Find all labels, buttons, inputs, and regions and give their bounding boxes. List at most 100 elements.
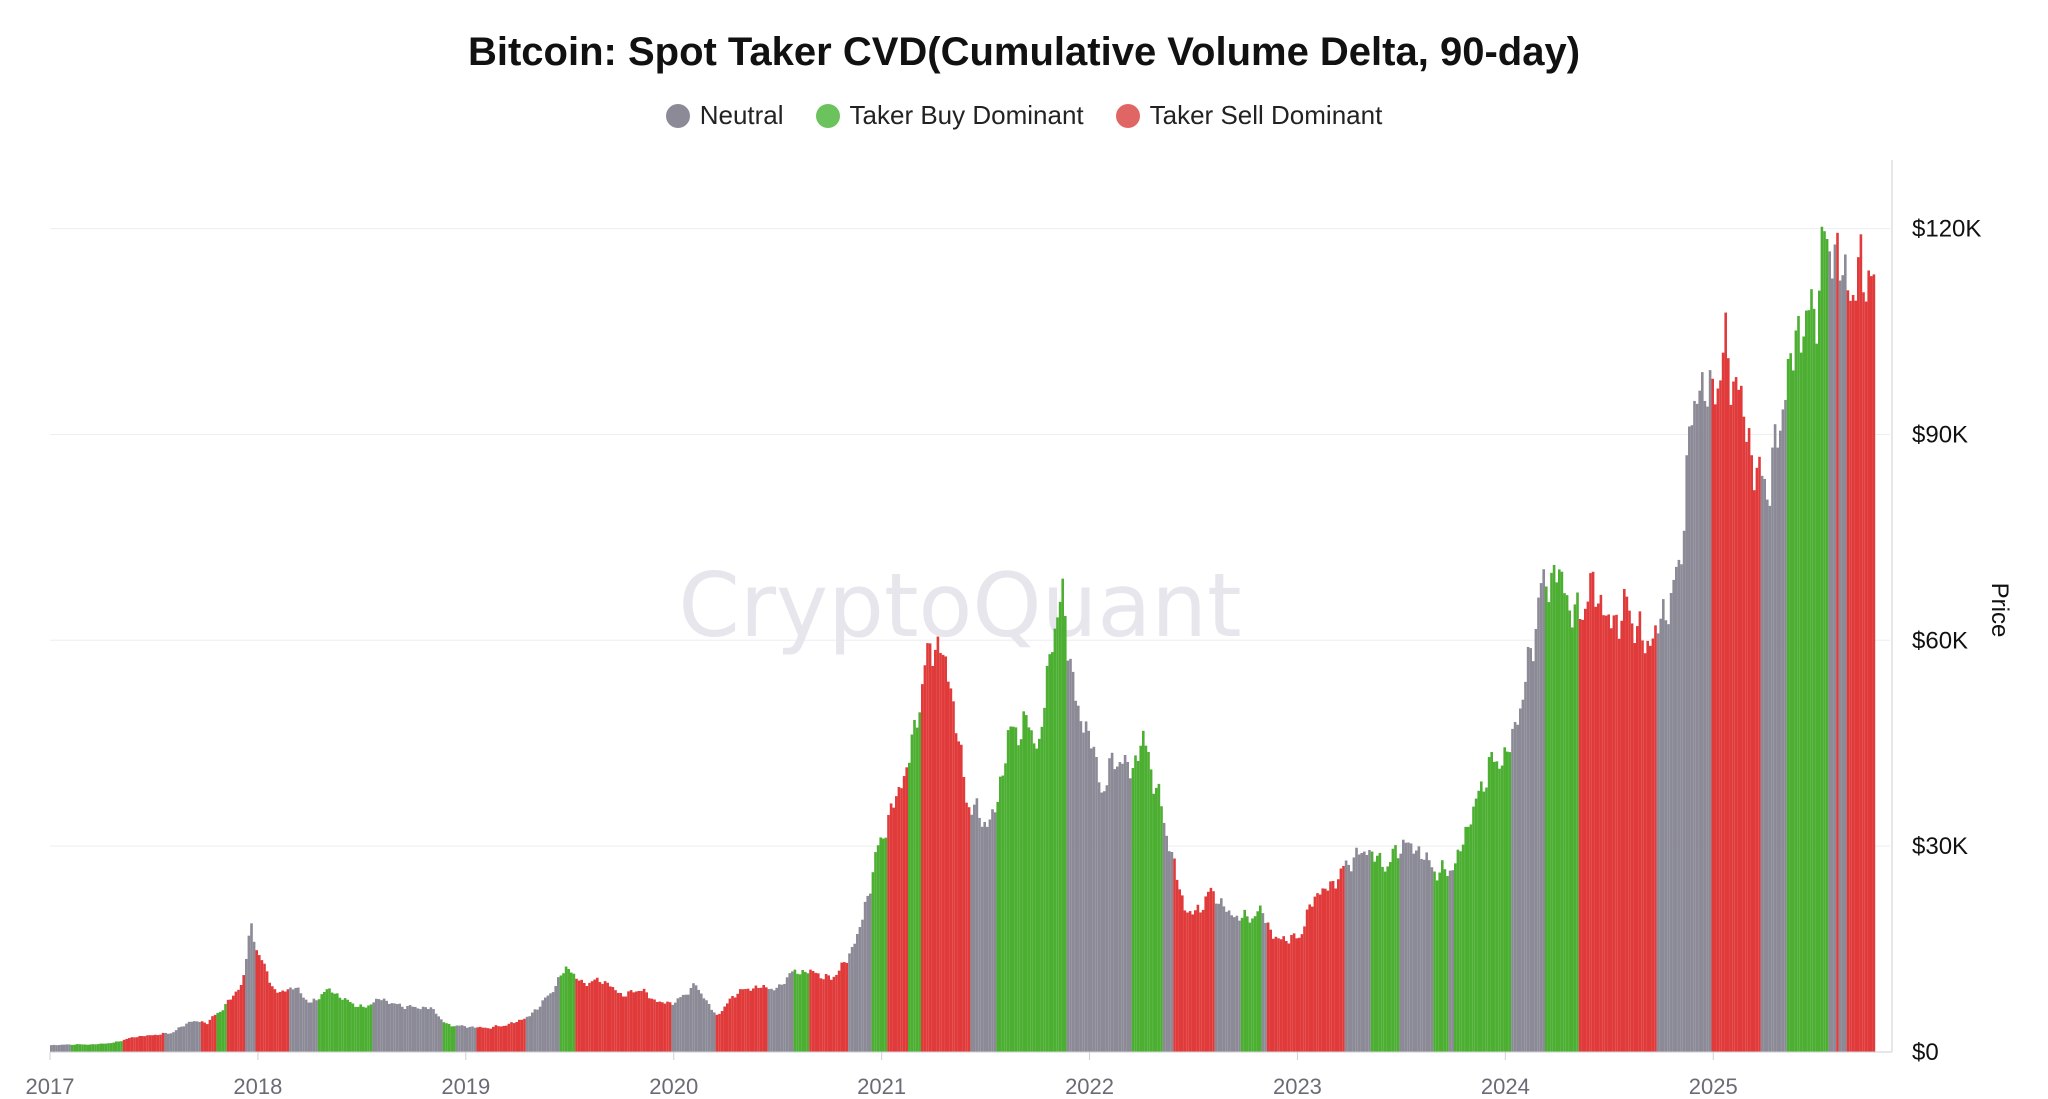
price-bar [1768, 505, 1772, 1052]
price-bar [138, 1036, 141, 1052]
price-bar [962, 777, 966, 1052]
x-tick-label: 2023 [1273, 1074, 1322, 1099]
price-bar [1152, 793, 1155, 1052]
x-tick-label: 2017 [26, 1074, 75, 1099]
price-bar [580, 979, 583, 1052]
price-bar [1597, 603, 1600, 1052]
price-bar [1799, 352, 1803, 1052]
price-bar [923, 665, 927, 1052]
price-bar [780, 984, 784, 1052]
price-bar [619, 993, 622, 1052]
price-bar [1823, 231, 1826, 1052]
price-bar [871, 872, 875, 1052]
price-bar [304, 999, 308, 1052]
price-bar [1045, 665, 1049, 1052]
price-bar [1269, 929, 1272, 1052]
price-bar [1565, 595, 1569, 1052]
price-bar [226, 999, 230, 1052]
price-bar [1662, 599, 1665, 1052]
price-bar [1599, 594, 1603, 1052]
price-bar [122, 1039, 126, 1052]
price-bar [380, 1000, 383, 1052]
price-bar [208, 1019, 212, 1052]
price-bar [1555, 582, 1558, 1052]
price-bar [1836, 232, 1839, 1052]
price-bar [291, 989, 295, 1052]
price-bar [1032, 743, 1036, 1052]
price-bar [78, 1044, 82, 1052]
price-bar [65, 1044, 69, 1052]
price-bar [174, 1030, 178, 1052]
price-bar [835, 974, 838, 1052]
price-bar [1243, 909, 1246, 1052]
axes [50, 160, 1893, 1053]
price-bar [783, 983, 786, 1052]
legend-item-taker-sell[interactable]: Taker Sell Dominant [1115, 100, 1382, 131]
price-bar [889, 803, 893, 1052]
price-bar [1277, 938, 1280, 1052]
price-bar [1581, 619, 1584, 1052]
price-bar [245, 958, 248, 1052]
price-bar [609, 986, 612, 1052]
price-bar [1526, 646, 1530, 1052]
price-bar [520, 1019, 524, 1052]
price-bar [897, 787, 901, 1052]
price-bar [1183, 910, 1187, 1052]
price-bar [1196, 904, 1200, 1052]
price-bar [850, 947, 854, 1052]
price-bar [718, 1013, 721, 1052]
price-bar [349, 1002, 352, 1052]
legend-item-taker-buy[interactable]: Taker Buy Dominant [815, 100, 1084, 131]
price-bar [642, 988, 646, 1052]
price-bar [1352, 857, 1356, 1052]
price-bar [1854, 300, 1857, 1052]
price-bar [1126, 761, 1129, 1052]
price-bar [705, 1000, 708, 1052]
price-bar [1220, 898, 1223, 1052]
price-bar [385, 1000, 388, 1052]
price-bar [1438, 872, 1441, 1052]
price-bar [1048, 654, 1051, 1052]
price-bar [1690, 425, 1694, 1053]
price-bar [1532, 661, 1535, 1052]
price-bar [575, 978, 578, 1052]
price-bar [668, 1002, 672, 1052]
price-bar [640, 990, 643, 1052]
price-bar [437, 1016, 440, 1052]
price-bar [1238, 920, 1241, 1052]
price-bar [796, 973, 799, 1052]
price-bar [1422, 859, 1426, 1052]
price-bar [653, 999, 656, 1052]
price-bar [936, 636, 940, 1052]
price-bar [973, 804, 976, 1052]
price-bar [1430, 867, 1434, 1052]
price-bar [154, 1034, 157, 1052]
price-bar [1781, 409, 1785, 1052]
price-bar [1142, 730, 1145, 1052]
price-bar [967, 807, 971, 1052]
price-bar [822, 979, 825, 1052]
price-bar [1724, 312, 1727, 1052]
price-bar [1646, 640, 1649, 1052]
price-bar [1576, 592, 1579, 1052]
price-bar [746, 988, 750, 1052]
price-bar [726, 1003, 729, 1052]
price-bar [382, 998, 386, 1052]
price-bar [645, 992, 648, 1052]
price-bar [146, 1035, 149, 1052]
price-bar [1318, 894, 1322, 1052]
price-bar [1025, 715, 1028, 1052]
price-bar [1253, 916, 1257, 1052]
price-bar [1363, 851, 1366, 1052]
price-bar [252, 941, 256, 1052]
price-bar [549, 993, 552, 1052]
price-bar [1435, 880, 1439, 1052]
price-bar [512, 1023, 516, 1052]
price-bar [1009, 726, 1012, 1052]
price-bar [161, 1032, 165, 1052]
price-bar [1604, 615, 1608, 1052]
price-bar [1012, 726, 1015, 1052]
legend-item-neutral[interactable]: Neutral [665, 100, 784, 131]
price-bar [814, 972, 817, 1052]
price-bar [1071, 671, 1075, 1052]
